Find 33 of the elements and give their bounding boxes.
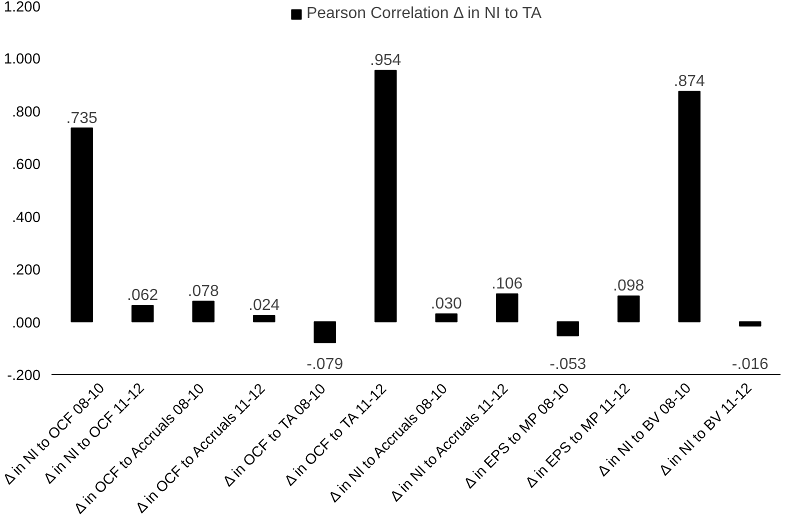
bar <box>70 128 94 322</box>
legend-label: Pearson Correlation Δ in NI to TA <box>306 5 542 23</box>
y-tick-label: 1.000 <box>4 52 41 68</box>
bar <box>556 321 580 336</box>
bar <box>678 90 701 322</box>
data-label: .106 <box>492 276 523 293</box>
bar <box>496 293 518 322</box>
data-label: -.016 <box>732 356 768 374</box>
y-tick-label: .800 <box>12 104 41 120</box>
data-label: .024 <box>248 297 280 314</box>
data-label: .874 <box>674 73 706 90</box>
data-label: .078 <box>188 282 220 300</box>
y-tick-label: .000 <box>12 315 41 332</box>
data-label: .735 <box>66 110 98 127</box>
bar <box>131 304 154 322</box>
y-tick-label: .600 <box>12 157 41 174</box>
bar <box>192 300 215 322</box>
bar <box>252 314 276 322</box>
data-label: -.079 <box>306 356 344 374</box>
y-tick-label: .200 <box>12 262 41 279</box>
data-label: -.053 <box>550 356 586 374</box>
data-label: .030 <box>430 296 462 313</box>
y-tick-label: 1.200 <box>4 0 41 16</box>
y-tick-label: -.200 <box>7 368 40 384</box>
data-label: .062 <box>127 287 158 304</box>
y-tick-label: .400 <box>12 210 41 226</box>
bar <box>738 321 762 327</box>
bar <box>435 313 458 322</box>
bar <box>617 295 640 322</box>
data-label: .954 <box>370 52 402 70</box>
bar <box>314 321 336 344</box>
bar <box>374 70 397 322</box>
data-label: .098 <box>613 278 644 295</box>
